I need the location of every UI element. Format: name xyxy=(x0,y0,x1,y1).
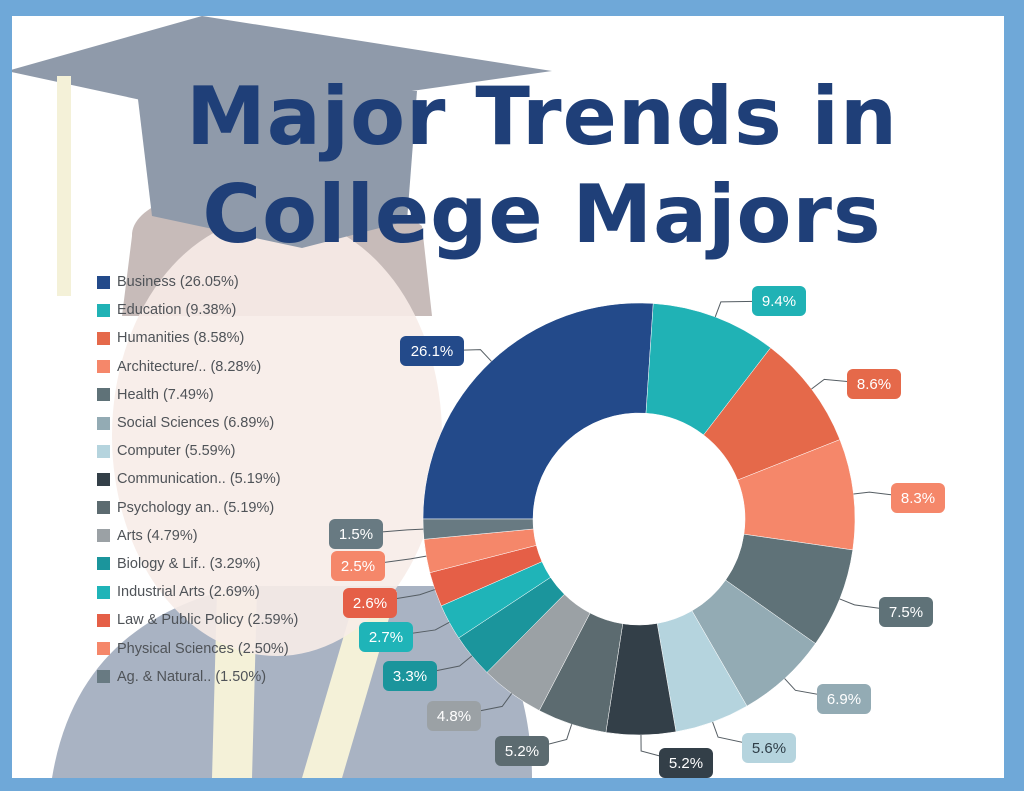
data-label-box xyxy=(331,551,385,581)
legend-label: Ag. & Natural.. (1.50%) xyxy=(117,668,267,685)
legend-label: Industrial Arts (2.69%) xyxy=(117,584,260,601)
legend-label: Education (9.38%) xyxy=(117,302,237,319)
legend-label: Social Sciences (6.89%) xyxy=(117,415,275,432)
data-label-box xyxy=(659,748,713,778)
data-label-box xyxy=(359,622,413,652)
title-line-2: College Majors xyxy=(202,168,882,261)
legend-item: Education (9.38%) xyxy=(97,296,298,324)
data-label: 9.4% xyxy=(762,293,796,310)
data-label-box xyxy=(817,684,871,714)
legend-swatch xyxy=(97,416,110,430)
data-label: 5.2% xyxy=(669,755,703,772)
legend-swatch xyxy=(97,613,110,627)
data-label: 6.9% xyxy=(827,691,861,708)
legend-item: Physical Sciences (2.50%) xyxy=(97,634,298,662)
legend-swatch xyxy=(97,670,110,684)
data-label: 8.6% xyxy=(857,376,891,393)
legend-item: Computer (5.59%) xyxy=(97,437,298,465)
legend-swatch xyxy=(97,529,110,543)
data-label-box xyxy=(847,369,901,399)
tassel xyxy=(57,76,71,296)
legend-swatch xyxy=(97,388,110,402)
graduate-illustration xyxy=(12,16,552,778)
legend-label: Architecture/.. (8.28%) xyxy=(117,358,262,375)
legend-item: Psychology an.. (5.19%) xyxy=(97,494,298,522)
legend-item: Industrial Arts (2.69%) xyxy=(97,578,298,606)
donut-slice xyxy=(422,518,534,540)
title-line-1: Major Trends in xyxy=(186,70,898,163)
legend-swatch xyxy=(97,557,110,571)
data-label-box xyxy=(383,661,437,691)
data-label: 4.8% xyxy=(437,708,471,725)
data-label: 5.6% xyxy=(752,740,786,757)
legend-label: Health (7.49%) xyxy=(117,386,214,403)
data-label-box xyxy=(742,733,796,763)
data-label: 2.5% xyxy=(341,558,375,575)
legend-swatch xyxy=(97,501,110,515)
infographic-title: Major Trends in College Majors xyxy=(112,68,972,264)
data-label-box xyxy=(343,588,397,618)
donut-chart: 26.1% 9.4% 8.6% 8.3% 7.5% 6.9% 5.6% 5.2% 5.2% 4.8… xyxy=(329,286,945,778)
legend-item: Communication.. (5.19%) xyxy=(97,465,298,493)
data-label: 2.6% xyxy=(353,595,387,612)
legend-item: Health (7.49%) xyxy=(97,381,298,409)
data-label-box xyxy=(495,736,549,766)
legend-label: Business (26.05%) xyxy=(117,274,239,291)
data-label-box xyxy=(891,483,945,513)
legend-label: Physical Sciences (2.50%) xyxy=(117,640,289,657)
legend-label: Humanities (8.58%) xyxy=(117,330,245,347)
infographic-frame: Major Trends in College Majors Business … xyxy=(12,16,1004,778)
legend-swatch xyxy=(97,444,110,458)
data-label: 8.3% xyxy=(901,490,935,507)
legend-item: Humanities (8.58%) xyxy=(97,324,298,352)
data-label: 2.7% xyxy=(369,629,403,646)
legend-label: Psychology an.. (5.19%) xyxy=(117,499,275,516)
data-label-box xyxy=(427,701,481,731)
cap-body xyxy=(137,91,417,248)
legend-item: Law & Public Policy (2.59%) xyxy=(97,606,298,634)
data-label-box xyxy=(400,336,464,366)
data-label: 3.3% xyxy=(393,668,427,685)
data-label-box xyxy=(752,286,806,316)
legend-label: Computer (5.59%) xyxy=(117,443,236,460)
legend-item: Business (26.05%) xyxy=(97,268,298,296)
legend-label: Communication.. (5.19%) xyxy=(117,471,281,488)
legend-label: Biology & Lif.. (3.29%) xyxy=(117,555,261,572)
legend-swatch xyxy=(97,303,110,317)
donut-slice xyxy=(422,302,654,520)
legend-swatch xyxy=(97,360,110,374)
legend-swatch xyxy=(97,331,110,345)
legend-item: Biology & Lif.. (3.29%) xyxy=(97,550,298,578)
data-label-box xyxy=(879,597,933,627)
legend-swatch xyxy=(97,642,110,656)
chart-legend: Business (26.05%) Education (9.38%) Humani… xyxy=(97,268,298,691)
legend-swatch xyxy=(97,585,110,599)
data-label: 7.5% xyxy=(889,604,923,621)
legend-item: Arts (4.79%) xyxy=(97,522,298,550)
legend-swatch xyxy=(97,472,110,486)
legend-swatch xyxy=(97,275,110,289)
data-label-box xyxy=(329,519,383,549)
data-label: 26.1% xyxy=(411,343,454,360)
legend-item: Architecture/.. (8.28%) xyxy=(97,353,298,381)
legend-item: Social Sciences (6.89%) xyxy=(97,409,298,437)
legend-label: Law & Public Policy (2.59%) xyxy=(117,612,299,629)
data-label: 5.2% xyxy=(505,743,539,760)
legend-label: Arts (4.79%) xyxy=(117,527,198,544)
legend-item: Ag. & Natural.. (1.50%) xyxy=(97,663,298,691)
data-label: 1.5% xyxy=(339,526,373,543)
